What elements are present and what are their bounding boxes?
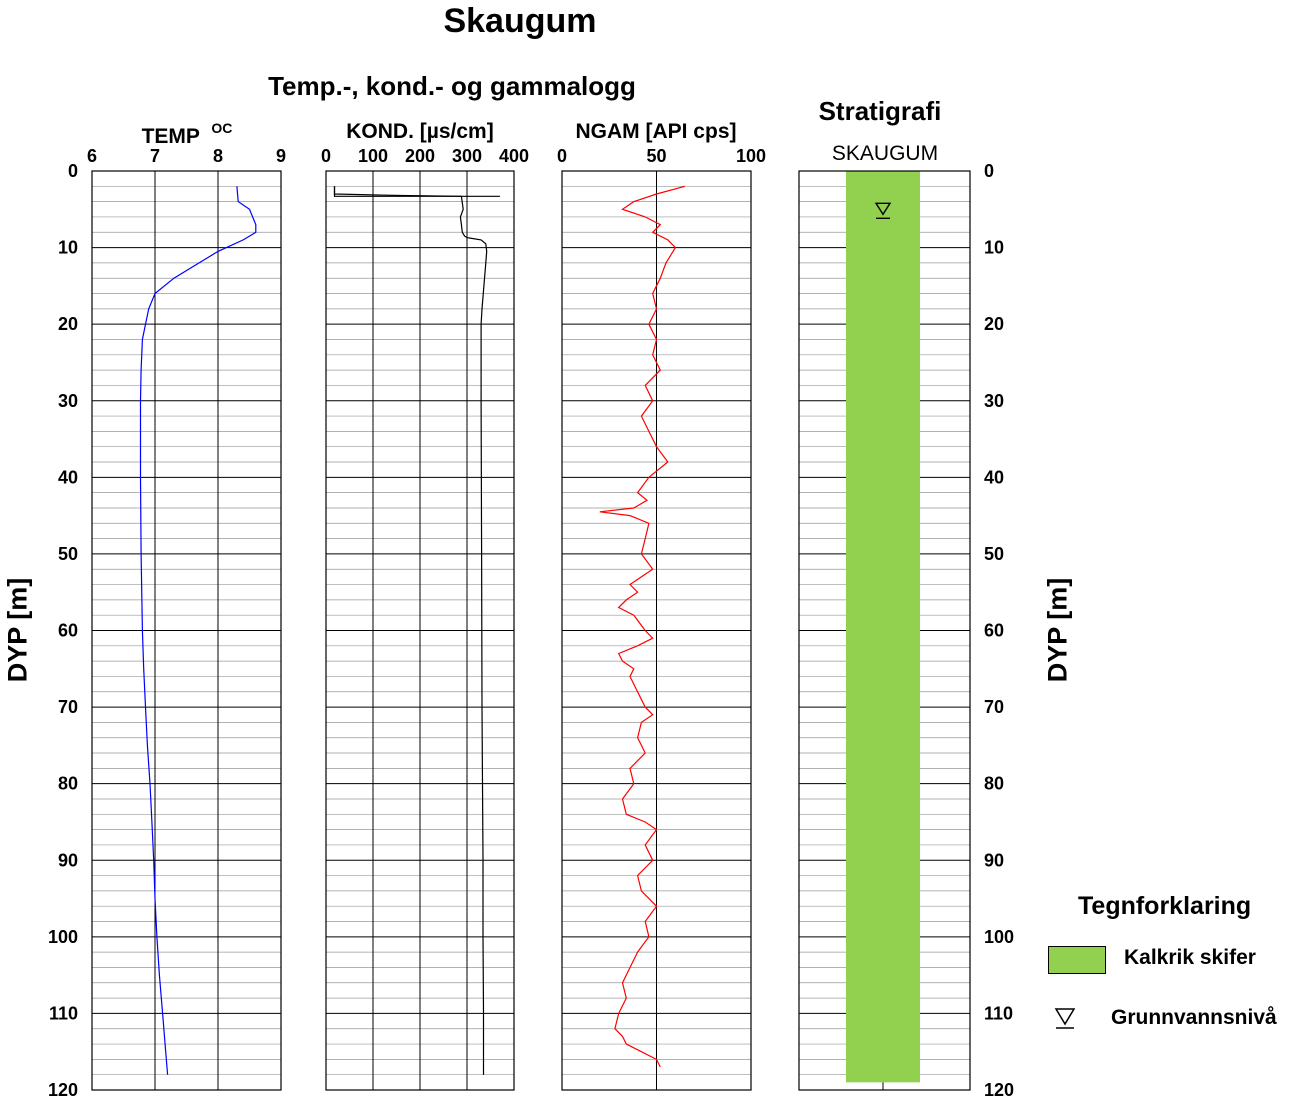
x-tick-label: 8	[213, 146, 223, 166]
track-frame	[561, 170, 752, 1091]
temp-unit-text: OC	[211, 120, 233, 136]
temp-title-text: TEMP	[141, 125, 200, 148]
temp-curve	[139, 186, 257, 1075]
legend-label-kalkrik-skifer: Kalkrik skifer	[1124, 946, 1256, 969]
kond-casing-segment	[333, 186, 500, 197]
y-tick-label-right: 110	[984, 1003, 1013, 1023]
groundwater-triangle-icon	[1054, 1008, 1076, 1029]
x-tick-label: 9	[276, 146, 286, 166]
y-tick-label-left: 90	[58, 850, 78, 870]
y-tick-label-left: 40	[58, 467, 78, 487]
y-tick-label-left: 60	[58, 621, 78, 641]
x-tick-label: 50	[646, 146, 666, 166]
x-tick-label: 200	[405, 146, 435, 166]
legend-label-grunnvannsniva: Grunnvannsnivå	[1111, 1006, 1277, 1029]
x-tick-label: 400	[499, 146, 529, 166]
y-tick-label-right: 80	[984, 774, 1004, 794]
y-tick-label-left: 120	[48, 1080, 78, 1100]
track-frame	[91, 170, 282, 1091]
chart-subtitle: Temp.-, kond.- og gammalogg	[268, 71, 636, 101]
y-tick-label-right: 90	[984, 850, 1004, 870]
stratigraphy-fill-kalkrik-skifer	[846, 171, 920, 1083]
track-frame	[325, 170, 515, 1091]
x-tick-label: 0	[557, 146, 567, 166]
y-tick-label-left: 100	[48, 927, 78, 947]
legend-title: Tegnforklaring	[1078, 892, 1252, 920]
ngam-curve	[599, 185, 686, 1068]
x-tick-label: 0	[321, 146, 331, 166]
kond-track-title: KOND. [µs/cm]	[346, 120, 494, 143]
kond-curve	[333, 186, 488, 1075]
track-frame	[798, 170, 971, 1091]
groundwater-triangle-icon	[874, 202, 892, 216]
y-tick-label-right: 30	[984, 391, 1004, 411]
y-tick-label-right: 50	[984, 544, 1004, 564]
y-tick-label-right: 0	[984, 161, 994, 181]
y-tick-label-left: 20	[58, 314, 78, 334]
chart-title: Skaugum	[443, 2, 597, 40]
stratigraphy-title: Stratigrafi	[818, 96, 942, 126]
x-tick-label: 100	[358, 146, 388, 166]
temp-track-title: TEMP OC	[92, 120, 282, 149]
stratigraphy-well-name: SKAUGUM	[831, 142, 939, 165]
x-tick-label: 7	[150, 146, 160, 166]
temp-unit: OC	[211, 120, 232, 148]
y-tick-label-right: 70	[984, 697, 1004, 717]
y-tick-label-right: 10	[984, 238, 1004, 258]
y-tick-label-left: 0	[68, 161, 78, 181]
x-tick-label: 100	[736, 146, 766, 166]
x-tick-label: 6	[87, 146, 97, 166]
y-tick-label-left: 30	[58, 391, 78, 411]
y-tick-label-right: 100	[984, 927, 1014, 947]
y-tick-label-left: 50	[58, 544, 78, 564]
y-tick-label-left: 70	[58, 697, 78, 717]
y-tick-label-left: 10	[58, 238, 78, 258]
y-tick-label-left: 80	[58, 774, 78, 794]
legend-swatch-kalkrik-skifer	[1048, 946, 1106, 974]
y-tick-label-right: 60	[984, 621, 1004, 641]
y-tick-label-right: 20	[984, 314, 1004, 334]
ngam-track-title: NGAM [API cps]	[575, 120, 737, 143]
y-tick-label-left: 110	[49, 1003, 78, 1023]
y-tick-label-right: 40	[984, 467, 1004, 487]
x-tick-label: 300	[452, 146, 482, 166]
y-tick-label-right: 120	[984, 1080, 1014, 1100]
